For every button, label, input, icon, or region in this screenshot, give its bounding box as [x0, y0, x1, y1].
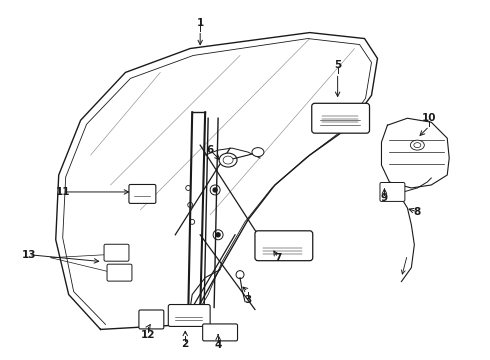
- Ellipse shape: [410, 140, 424, 150]
- Ellipse shape: [219, 153, 237, 167]
- FancyBboxPatch shape: [255, 231, 313, 261]
- FancyBboxPatch shape: [168, 305, 210, 327]
- FancyBboxPatch shape: [129, 184, 156, 203]
- Text: 12: 12: [141, 330, 156, 341]
- FancyBboxPatch shape: [312, 103, 369, 133]
- Text: 2: 2: [182, 339, 189, 349]
- Text: 1: 1: [196, 18, 204, 28]
- Text: 13: 13: [22, 250, 36, 260]
- Ellipse shape: [414, 143, 421, 148]
- FancyBboxPatch shape: [139, 310, 164, 329]
- Circle shape: [216, 233, 220, 237]
- Ellipse shape: [252, 148, 264, 157]
- Ellipse shape: [223, 156, 233, 164]
- Text: 8: 8: [414, 207, 421, 217]
- Text: 11: 11: [55, 187, 70, 197]
- Text: 6: 6: [206, 145, 214, 155]
- Text: 3: 3: [245, 294, 251, 305]
- Text: 4: 4: [215, 340, 222, 350]
- Text: 9: 9: [381, 193, 388, 203]
- Text: 5: 5: [334, 60, 341, 71]
- FancyBboxPatch shape: [380, 183, 405, 201]
- Text: 10: 10: [422, 113, 437, 123]
- Text: 7: 7: [274, 253, 282, 263]
- FancyBboxPatch shape: [104, 244, 129, 261]
- FancyBboxPatch shape: [107, 264, 132, 281]
- FancyBboxPatch shape: [203, 324, 238, 341]
- Circle shape: [213, 188, 217, 192]
